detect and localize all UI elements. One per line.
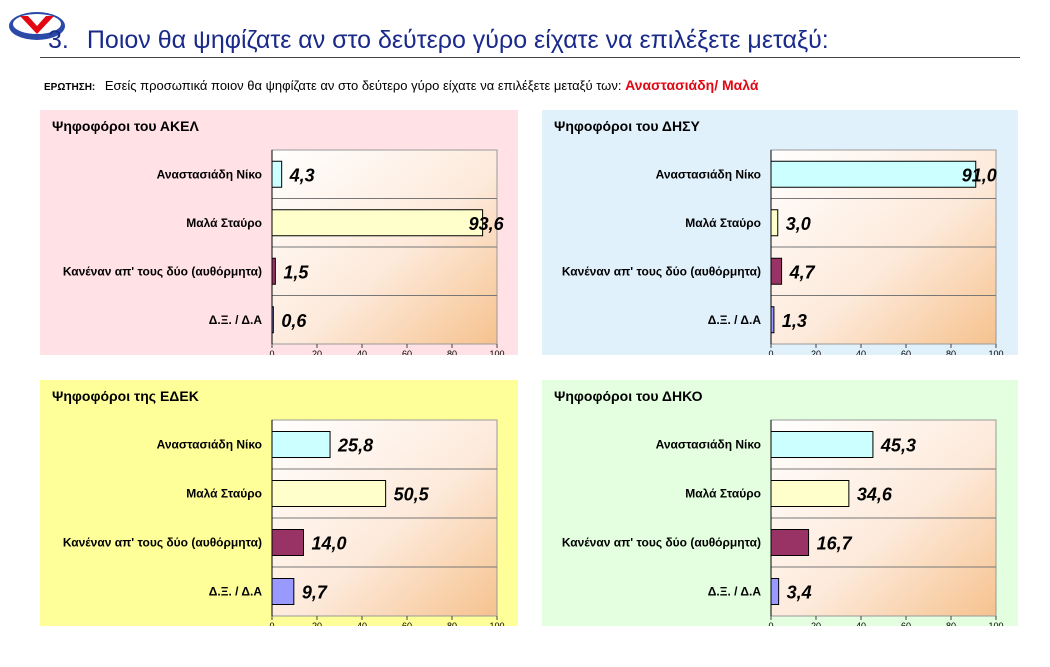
x-tick-label: 100 — [489, 349, 504, 355]
x-tick-label: 100 — [988, 349, 1003, 355]
data-label: 25,8 — [337, 436, 373, 456]
data-label: 16,7 — [817, 534, 853, 554]
x-tick-label: 20 — [312, 349, 322, 355]
question-text: Εσείς προσωπικά ποιον θα ψηφίζατε αν στο… — [104, 78, 622, 93]
chart-title: Ψηφοφόροι του ΑΚΕΛ — [52, 118, 199, 134]
bar — [770, 160, 977, 188]
x-tick-label: 60 — [402, 349, 412, 355]
data-label: 1,5 — [283, 262, 309, 282]
question-highlight: Αναστασιάδη/ Μαλά — [625, 77, 759, 93]
bar — [770, 578, 780, 605]
category-label: Μαλά Σταύρο — [685, 487, 761, 501]
data-label: 91,0 — [962, 165, 997, 185]
chart-title: Ψηφοφόροι του ΔΗΣΥ — [554, 118, 700, 134]
category-label: Δ.Ξ. / Δ.Α — [708, 313, 762, 327]
data-label: 50,5 — [394, 485, 430, 505]
category-label: Κανέναν απ' τους δύο (αυθόρμητα) — [63, 536, 262, 550]
chart-panel-akel: 0 20 40 60 80 100 Αναστασιάδη Νίκο 4,3 Μαλά Σταύ… — [40, 110, 518, 355]
chart-panel-diko: 0 20 40 60 80 100 Αναστασιάδη Νίκο 45,3 Μαλά Στα… — [542, 380, 1018, 626]
bar — [271, 578, 295, 605]
bar — [271, 257, 276, 285]
chart-title: Ψηφοφόροι της ΕΔΕΚ — [52, 388, 199, 404]
data-label: 45,3 — [880, 436, 916, 456]
chart-panel-edek: 0 20 40 60 80 100 Αναστασιάδη Νίκο 25,8 Μαλά Στα… — [40, 380, 518, 626]
chart-edek: 0 20 40 60 80 100 Αναστασιάδη Νίκο 25,8 Μαλά Στα… — [40, 380, 518, 626]
data-label: 1,3 — [782, 311, 807, 331]
bar — [271, 480, 387, 507]
x-tick-label: 0 — [269, 621, 274, 626]
category-label: Αναστασιάδη Νίκο — [157, 438, 262, 452]
data-label: 3,4 — [787, 583, 812, 603]
data-label: 14,0 — [312, 534, 347, 554]
x-tick-label: 40 — [856, 621, 866, 626]
x-tick-label: 80 — [946, 621, 956, 626]
bar — [271, 529, 304, 556]
data-label: 3,0 — [786, 214, 811, 234]
category-label: Αναστασιάδη Νίκο — [656, 167, 761, 181]
x-tick-label: 20 — [811, 349, 821, 355]
x-tick-label: 60 — [402, 621, 412, 626]
data-label: 9,7 — [302, 583, 328, 603]
bar — [271, 306, 274, 334]
title-divider — [40, 57, 1020, 58]
logo-icon — [9, 12, 65, 40]
bar — [271, 209, 484, 237]
category-label: Μαλά Σταύρο — [685, 216, 761, 230]
chart-akel: 0 20 40 60 80 100 Αναστασιάδη Νίκο 4,3 Μαλά Σταύ… — [40, 110, 518, 355]
bar — [271, 431, 331, 458]
chart-disy: 0 20 40 60 80 100 Αναστασιάδη Νίκο 91,0 Μαλά Στα… — [542, 110, 1018, 355]
x-tick-label: 0 — [269, 349, 274, 355]
x-tick-label: 60 — [901, 621, 911, 626]
bar — [770, 257, 783, 285]
title-text: Ποιον θα ψηφίζατε αν στο δεύτερο γύρο εί… — [86, 26, 829, 54]
bar — [770, 431, 874, 458]
category-label: Μαλά Σταύρο — [186, 487, 262, 501]
category-label: Μαλά Σταύρο — [186, 216, 262, 230]
x-tick-label: 80 — [447, 349, 457, 355]
title-number: 3. — [48, 26, 69, 54]
category-label: Δ.Ξ. / Δ.Α — [209, 313, 263, 327]
x-tick-label: 100 — [489, 621, 504, 626]
category-label: Δ.Ξ. / Δ.Α — [209, 585, 263, 599]
data-label: 0,6 — [281, 311, 307, 331]
chart-diko: 0 20 40 60 80 100 Αναστασιάδη Νίκο 45,3 Μαλά Στα… — [542, 380, 1018, 626]
category-label: Δ.Ξ. / Δ.Α — [708, 585, 762, 599]
chart-title: Ψηφοφόροι του ΔΗΚΟ — [554, 388, 703, 404]
x-tick-label: 40 — [357, 621, 367, 626]
bar — [770, 209, 779, 237]
x-tick-label: 80 — [447, 621, 457, 626]
category-label: Κανέναν απ' τους δύο (αυθόρμητα) — [562, 264, 761, 278]
data-label: 93,6 — [469, 214, 505, 234]
data-label: 4,7 — [789, 262, 816, 282]
x-tick-label: 60 — [901, 349, 911, 355]
question-label: ΕΡΩΤΗΣΗ: — [44, 82, 96, 93]
data-label: 34,6 — [857, 485, 893, 505]
category-label: Αναστασιάδη Νίκο — [656, 438, 761, 452]
x-tick-label: 0 — [768, 349, 773, 355]
x-tick-label: 40 — [856, 349, 866, 355]
bar — [770, 529, 810, 556]
bar — [770, 306, 775, 334]
x-tick-label: 80 — [946, 349, 956, 355]
x-tick-label: 0 — [768, 621, 773, 626]
x-tick-label: 40 — [357, 349, 367, 355]
chart-panel-disy: 0 20 40 60 80 100 Αναστασιάδη Νίκο 91,0 Μαλά Στα… — [542, 110, 1018, 355]
category-label: Κανέναν απ' τους δύο (αυθόρμητα) — [63, 264, 262, 278]
x-tick-label: 100 — [988, 621, 1003, 626]
question-line: ΕΡΩΤΗΣΗ: Εσείς προσωπικά ποιον θα ψηφίζα… — [44, 77, 758, 93]
category-label: Κανέναν απ' τους δύο (αυθόρμητα) — [562, 536, 761, 550]
x-tick-label: 20 — [811, 621, 821, 626]
x-tick-label: 20 — [312, 621, 322, 626]
data-label: 4,3 — [289, 165, 315, 185]
page-title: 3. Ποιον θα ψηφίζατε αν στο δεύτερο γύρο … — [48, 26, 829, 55]
category-label: Αναστασιάδη Νίκο — [157, 167, 262, 181]
bar — [271, 160, 283, 188]
bar — [770, 480, 850, 507]
